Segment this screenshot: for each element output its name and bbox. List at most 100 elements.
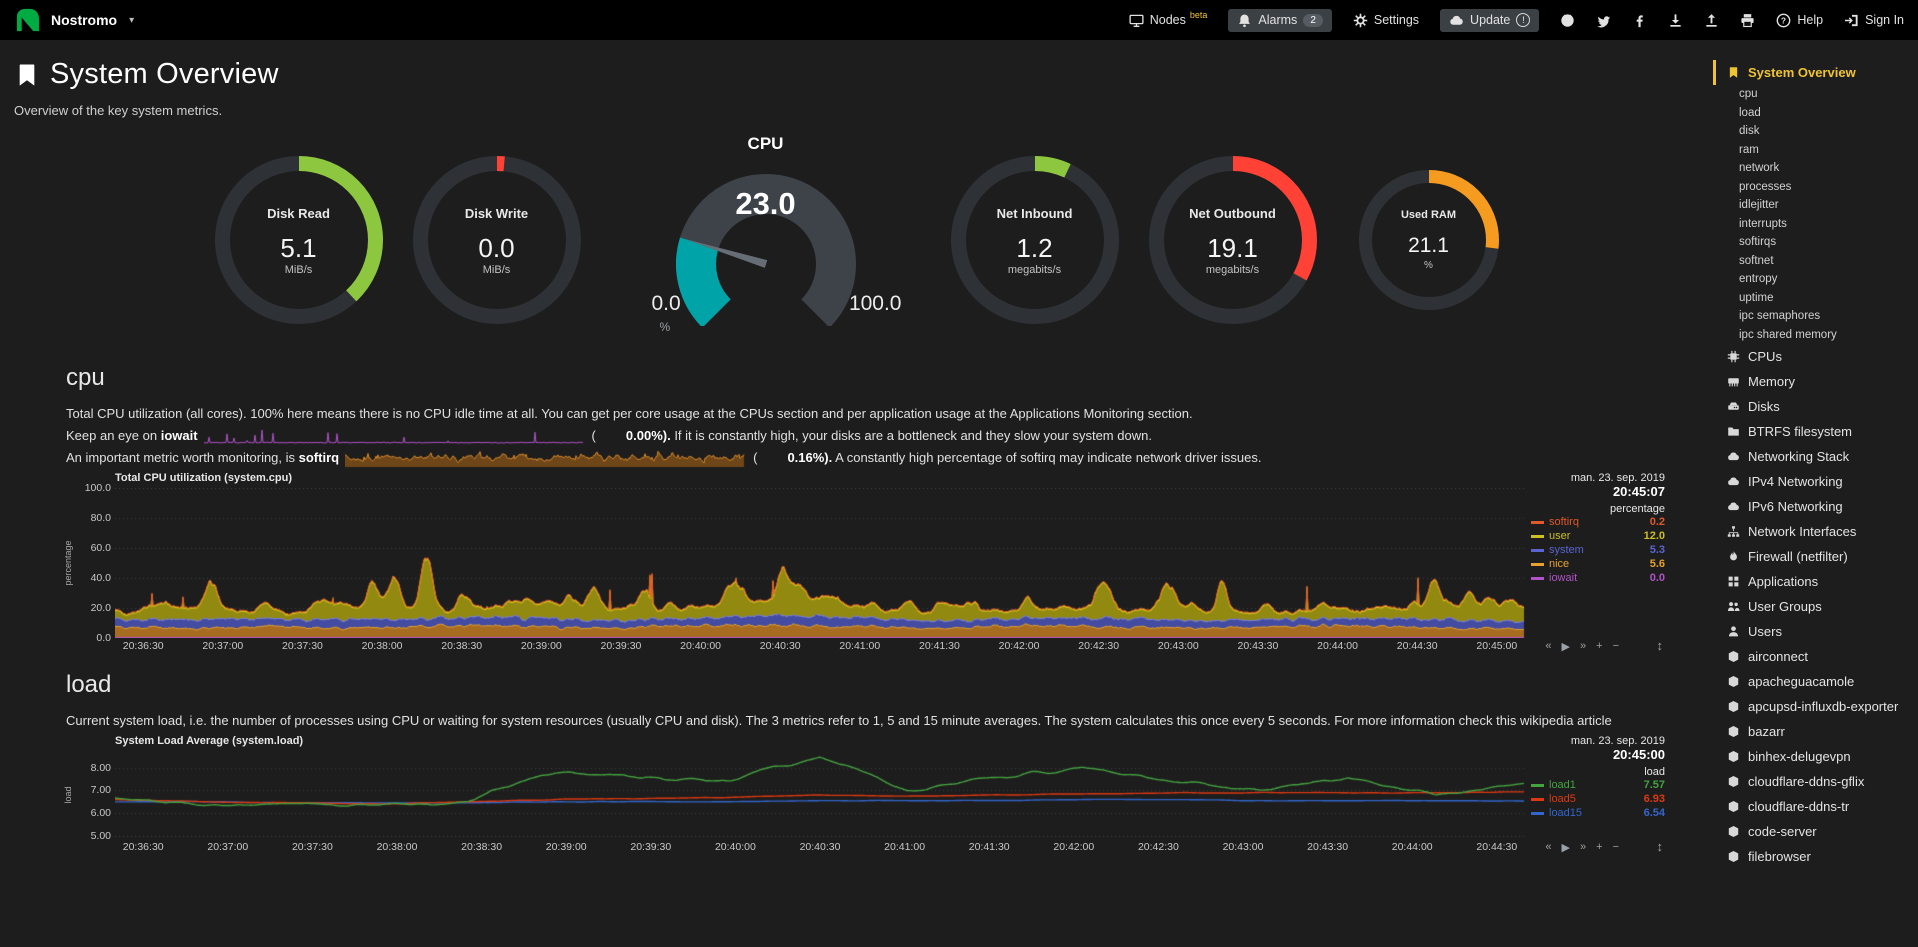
legend-item-load5[interactable]: load5 6.93 [1531,792,1665,806]
play-icon[interactable]: ▶ [1561,842,1570,854]
sidebar-item-entropy[interactable]: entropy [1713,270,1918,289]
gauge-cpu-gauge[interactable]: CPU 23.0 0.0 100.0 % [626,134,906,346]
zoom-in-icon[interactable]: + [1596,640,1603,652]
sidebar-item-load[interactable]: load [1713,104,1918,123]
hostname[interactable]: Nostromo [51,12,118,28]
softirq-sparkline[interactable] [345,449,746,468]
sidebar-item-user-groups[interactable]: User Groups [1713,594,1918,619]
nav-upload[interactable] [1704,13,1719,28]
sidebar-item-ipv6-networking[interactable]: IPv6 Networking [1713,494,1918,519]
sidebar-item-cloudflare-ddns-tr[interactable]: cloudflare-ddns-tr [1713,794,1918,819]
legend-item-nice[interactable]: nice 5.6 [1531,557,1665,571]
play-icon[interactable]: ▶ [1561,641,1570,653]
nav-github[interactable] [1560,13,1575,28]
fire-icon [1727,550,1740,563]
gauge-disk-write[interactable]: Disk Write 0.0 MiB/s [412,155,582,325]
sidebar-item-ram[interactable]: ram [1713,141,1918,160]
sidebar-item-users[interactable]: Users [1713,619,1918,644]
pan-forward-icon[interactable]: » [1580,640,1587,652]
chart-title: Total CPU utilization (system.cpu) [115,472,293,484]
nav-signin[interactable]: Sign In [1844,13,1904,28]
nav-download[interactable] [1668,13,1683,28]
sidebar-item-cpu[interactable]: cpu [1713,85,1918,104]
sidebar-item-code-server[interactable]: code-server [1713,819,1918,844]
nav-nodes[interactable]: Nodes beta [1129,10,1207,28]
sidebar-item-cloudflare-ddns-gflix[interactable]: cloudflare-ddns-gflix [1713,769,1918,794]
sidebar-item-label: Memory [1748,374,1795,389]
legend-item-iowait[interactable]: iowait 0.0 [1531,571,1665,585]
pan-forward-icon[interactable]: » [1580,841,1587,853]
chart-canvas[interactable] [115,751,1525,839]
nav-facebook[interactable] [1632,13,1647,28]
sidebar-item-memory[interactable]: Memory [1713,369,1918,394]
host-selector[interactable]: Nostromo ▾ [14,7,134,34]
sidebar-item-apacheguacamole[interactable]: apacheguacamole [1713,669,1918,694]
sidebar-item-label: processes [1739,180,1792,193]
nav-alarms[interactable]: Alarms 2 [1228,8,1332,32]
y-tick-label: 100.0 [84,482,111,494]
sidebar-item-disks[interactable]: Disks [1713,394,1918,419]
cpu-section: cpu Total CPU utilization (all cores). 1… [0,364,1713,653]
nav-print[interactable] [1740,13,1755,28]
legend-item-user[interactable]: user 12.0 [1531,529,1665,543]
github-icon [1560,13,1575,28]
sidebar-item-apcupsd-influxdb-exporter[interactable]: apcupsd-influxdb-exporter [1713,694,1918,719]
x-tick-label: 20:42:00 [998,640,1040,652]
resize-handle-icon[interactable]: ↕ [1656,839,1664,854]
sidebar-item-ipc-semaphores[interactable]: ipc semaphores [1713,307,1918,326]
resize-handle-icon[interactable]: ↕ [1656,638,1664,653]
sidebar-item-softirqs[interactable]: softirqs [1713,233,1918,252]
pan-backward-icon[interactable]: « [1545,640,1552,652]
sidebar-item-label: User Groups [1748,599,1822,614]
sidebar-item-btrfs-filesystem[interactable]: BTRFS filesystem [1713,419,1918,444]
zoom-out-icon[interactable]: − [1612,640,1619,652]
sidebar-item-network[interactable]: network [1713,159,1918,178]
zoom-out-icon[interactable]: − [1612,841,1619,853]
chart-plot-area[interactable] [115,488,1525,638]
legend-item-load15[interactable]: load15 6.54 [1531,806,1665,820]
gauge-units: % [659,320,671,334]
legend-item-load1[interactable]: load1 7.57 [1531,778,1665,792]
legend-item-system[interactable]: system 5.3 [1531,543,1665,557]
sidebar-item-softnet[interactable]: softnet [1713,252,1918,271]
sidebar-item-bazarr[interactable]: bazarr [1713,719,1918,744]
legend-item-softirq[interactable]: softirq 0.2 [1531,515,1665,529]
gauge-used-ram[interactable]: Used RAM 21.1 % [1358,169,1500,311]
sidebar-item-uptime[interactable]: uptime [1713,289,1918,308]
sidebar-item-processes[interactable]: processes [1713,178,1918,197]
sidebar-item-ipv4-networking[interactable]: IPv4 Networking [1713,469,1918,494]
pan-backward-icon[interactable]: « [1545,841,1552,853]
nav-help[interactable]: Help [1776,13,1823,28]
sidebar-item-ipc-shared-memory[interactable]: ipc shared memory [1713,326,1918,345]
sidebar-item-applications[interactable]: Applications [1713,569,1918,594]
sidebar-item-networking-stack[interactable]: Networking Stack [1713,444,1918,469]
sidebar-item-firewall-netfilter-[interactable]: Firewall (netfilter) [1713,544,1918,569]
cpu-utilization-chart[interactable]: Total CPU utilization (system.cpu) percen… [63,472,1665,653]
chart-canvas[interactable] [115,488,1525,638]
x-tick-label: 20:40:30 [759,640,801,652]
sidebar-item-network-interfaces[interactable]: Network Interfaces [1713,519,1918,544]
gauge-disk-read[interactable]: Disk Read 5.1 MiB/s [214,155,384,325]
sidebar-item-label: network [1739,162,1780,174]
gauge-net-outbound[interactable]: Net Outbound 19.1 megabits/s [1148,155,1318,325]
chart-plot-area[interactable] [115,751,1525,839]
x-tick-label: 20:39:30 [600,640,642,652]
iowait-sparkline[interactable] [203,428,584,445]
iowait-metric: iowait [160,428,198,443]
nav-twitter[interactable] [1596,13,1611,28]
gauge-net-inbound[interactable]: Net Inbound 1.2 megabits/s [950,155,1120,325]
load-average-chart[interactable]: System Load Average (system.load) load 8.0… [63,735,1665,854]
gauge-value: 5.1 [280,233,317,264]
nav-settings[interactable]: Settings [1353,13,1419,28]
sidebar-item-airconnect[interactable]: airconnect [1713,644,1918,669]
sidebar-item-interrupts[interactable]: interrupts [1713,215,1918,234]
sidebar-item-system-overview[interactable]: System Overview [1713,60,1918,85]
sidebar-item-cpus[interactable]: CPUs [1713,344,1918,369]
sidebar-item-binhex-delugevpn[interactable]: binhex-delugevpn [1713,744,1918,769]
sidebar-item-disk[interactable]: disk [1713,122,1918,141]
nav-update[interactable]: Update! [1440,8,1540,32]
zoom-in-icon[interactable]: + [1596,841,1603,853]
x-tick-label: 20:43:30 [1307,841,1349,853]
sidebar-item-filebrowser[interactable]: filebrowser [1713,844,1918,869]
sidebar-item-idlejitter[interactable]: idlejitter [1713,196,1918,215]
